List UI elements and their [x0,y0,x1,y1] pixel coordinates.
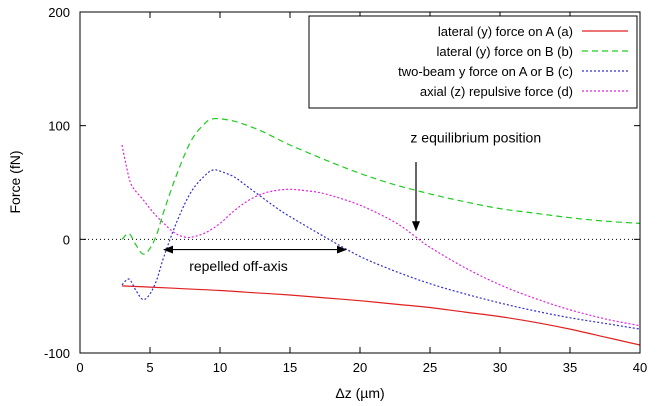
legend-entry-c: two-beam y force on A or B (c) [398,64,628,79]
legend-items: lateral (y) force on A (a) lateral (y) fo… [398,24,628,99]
y-tick-label: 100 [48,119,70,134]
x-axis-label: Δz (µm) [335,385,384,401]
y-axis-label: Force (fN) [7,151,23,214]
series-line-a [121,285,641,346]
series-line-c [121,169,641,330]
legend-entry-a: lateral (y) force on A (a) [438,24,628,39]
legend-label: lateral (y) force on A (a) [438,24,573,39]
y-tick-label: 0 [63,232,70,247]
series-line-d [121,144,641,327]
x-tick-label: 10 [213,360,227,375]
legend-entry-d: axial (z) repulsive force (d) [420,84,628,99]
x-tick-label: 35 [563,360,577,375]
x-tick-label: 0 [76,360,83,375]
y-tick-label: -100 [44,346,70,361]
y-tick-label: 200 [48,5,70,20]
y-axis-ticks: -100 0 100 200 [44,5,640,361]
x-tick-label: 30 [493,360,507,375]
legend-label: two-beam y force on A or B (c) [398,64,573,79]
legend-entry-b: lateral (y) force on B (b) [436,44,628,59]
annotation-repelled-label: repelled off-axis [189,258,288,274]
series-line-b [121,117,641,255]
annotation-equilibrium-label: z equilibrium position [410,130,541,146]
series-layer [121,117,641,346]
x-tick-label: 20 [353,360,367,375]
x-tick-label: 25 [423,360,437,375]
legend-label: lateral (y) force on B (b) [436,44,573,59]
legend: lateral (y) force on A (a) lateral (y) fo… [308,15,638,109]
x-tick-label: 5 [146,360,153,375]
legend-label: axial (z) repulsive force (d) [420,84,573,99]
annotation-layer: z equilibrium position repelled off-axis [163,130,541,274]
x-tick-label: 40 [633,360,647,375]
x-tick-label: 15 [283,360,297,375]
